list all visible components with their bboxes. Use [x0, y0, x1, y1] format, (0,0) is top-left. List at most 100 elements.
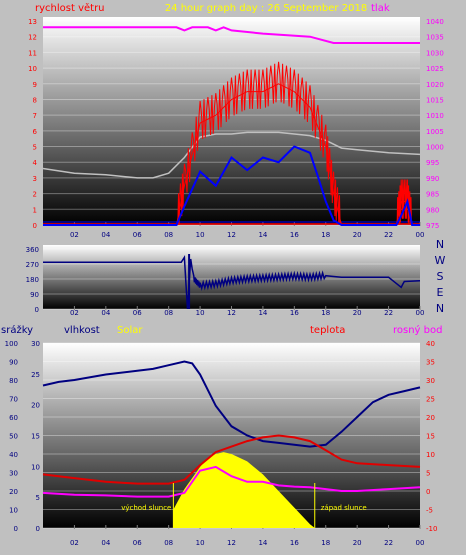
pressure-axis-tick-label: 1005: [426, 128, 444, 136]
rain-axis-tick-label: 10: [9, 507, 18, 515]
time-axis-2-label: 00: [416, 309, 425, 317]
time-axis-3-label: 04: [101, 539, 110, 547]
compass-label: N: [436, 238, 444, 251]
dewpoint-label: rosný bod: [393, 324, 442, 336]
time-axis-2-label: 02: [70, 309, 79, 317]
rain-axis-tick-label: 60: [9, 414, 18, 422]
solar-label: Solar: [117, 325, 143, 336]
wind-axis-tick-label: 10: [28, 65, 37, 73]
direction-axis-tick-label: 180: [26, 276, 39, 284]
compass-label: S: [437, 270, 444, 283]
temperature-axis-tick-label: 0: [426, 488, 430, 496]
sunset-annotation: západ slunce: [321, 504, 367, 512]
time-axis-2-label: 04: [101, 309, 110, 317]
humidity-axis-tick-label: 30: [31, 340, 40, 348]
wind-average-line: [42, 131, 421, 179]
rain-label: srážky: [1, 324, 33, 336]
rain-axis-tick-label: 70: [9, 396, 18, 404]
time-axis-3-label: 02: [70, 539, 79, 547]
sunrise-annotation: východ slunce: [121, 504, 171, 512]
humidity-axis-tick-label: 15: [31, 433, 40, 441]
humidity-axis-tick-label: 25: [31, 371, 40, 379]
temperature-axis-tick-label: 35: [426, 359, 435, 367]
time-axis-1-label: 08: [164, 231, 173, 239]
time-axis-2-label: 06: [133, 309, 142, 317]
wind-axis-tick-label: 1: [33, 206, 37, 214]
compass-label: E: [437, 286, 444, 299]
compass-label: W: [435, 254, 446, 267]
time-axis-3-label: 20: [353, 539, 362, 547]
pressure-axis-tick-label: 980: [426, 206, 439, 214]
rain-axis-tick-label: 50: [9, 433, 18, 441]
pressure-axis-tick-label: 1035: [426, 34, 444, 42]
time-axis-1-label: 12: [227, 231, 236, 239]
pressure-line: [43, 26, 420, 44]
humidity-axis-tick-label: 5: [36, 494, 40, 502]
time-axis-2-label: 18: [321, 309, 330, 317]
pressure-axis-tick-label: 985: [426, 191, 439, 199]
rain-axis-tick-label: 100: [5, 340, 18, 348]
wind-speed-label: rychlost větru: [35, 2, 105, 14]
rain-axis-tick-label: 90: [9, 359, 18, 367]
pressure-axis-tick-label: 1000: [426, 144, 444, 152]
pressure-axis-tick-label: 975: [426, 222, 439, 230]
rain-axis-tick-label: 0: [14, 525, 18, 533]
direction-axis-tick-label: 360: [26, 246, 39, 254]
compass-label: N: [436, 302, 444, 315]
temperature-axis-tick-label: 30: [426, 377, 435, 385]
chart-title: 24 hour graph day : 26 September 2018: [165, 3, 367, 14]
temperature-axis-tick-label: 25: [426, 396, 435, 404]
panel-wind-pressure: [43, 17, 420, 225]
time-axis-2-label: 08: [164, 309, 173, 317]
time-axis-2-label: 16: [290, 309, 299, 317]
wind-axis-tick-label: 4: [33, 159, 38, 167]
time-axis-3-label: 10: [196, 539, 205, 547]
temperature-axis-tick-label: 10: [426, 451, 435, 459]
pressure-axis-tick-label: 995: [426, 159, 439, 167]
pressure-axis-tick-label: 1025: [426, 65, 444, 73]
time-axis-2-label: 22: [384, 309, 393, 317]
time-axis-3-label: 08: [164, 539, 173, 547]
temperature-axis-tick-label: 40: [426, 340, 435, 348]
humidity-line: [42, 360, 421, 448]
temperature-axis-tick-label: -5: [426, 507, 433, 515]
time-axis-1-label: 04: [101, 231, 110, 239]
time-axis-1-label: 02: [70, 231, 79, 239]
time-axis-1-label: 22: [384, 231, 393, 239]
wind-axis-tick-label: 0: [33, 222, 37, 230]
time-axis-1-label: 18: [321, 231, 330, 239]
humidity-axis-tick-label: 0: [36, 525, 40, 533]
temperature-axis-tick-label: -10: [426, 525, 437, 533]
time-axis-3-label: 06: [133, 539, 142, 547]
time-axis-2-label: 14: [258, 309, 267, 317]
humidity-label: vlhkost: [64, 325, 100, 336]
direction-axis-tick-label: 90: [30, 291, 39, 299]
time-axis-3-label: 14: [258, 539, 267, 547]
time-axis-3-label: 18: [321, 539, 330, 547]
pressure-axis-tick-label: 1020: [426, 81, 444, 89]
humidity-axis-tick-label: 10: [31, 463, 40, 471]
wind-axis-tick-label: 2: [33, 191, 37, 199]
wind-axis-tick-label: 11: [28, 49, 37, 57]
rain-axis-tick-label: 80: [9, 377, 18, 385]
time-axis-1-label: 14: [258, 231, 267, 239]
pressure-label: tlak: [371, 3, 390, 14]
temperature-axis-tick-label: 20: [426, 414, 435, 422]
wind-direction-line: [43, 254, 421, 310]
time-axis-2-label: 12: [227, 309, 236, 317]
temperature-line: [42, 434, 421, 485]
pressure-axis-tick-label: 1040: [426, 18, 444, 26]
time-axis-3-label: 22: [384, 539, 393, 547]
wind-axis-tick-label: 3: [33, 175, 37, 183]
wind-axis-tick-label: 5: [33, 144, 37, 152]
rain-axis-tick-label: 40: [9, 451, 18, 459]
time-axis-3-label: 12: [227, 539, 236, 547]
wind-axis-tick-label: 8: [33, 96, 37, 104]
pressure-axis-tick-label: 1015: [426, 96, 444, 104]
pressure-axis-tick-label: 1010: [426, 112, 444, 120]
wind-axis-tick-label: 7: [33, 112, 37, 120]
time-axis-1-label: 20: [353, 231, 362, 239]
pressure-axis-tick-label: 990: [426, 175, 439, 183]
humidity-axis-tick-label: 20: [31, 402, 40, 410]
